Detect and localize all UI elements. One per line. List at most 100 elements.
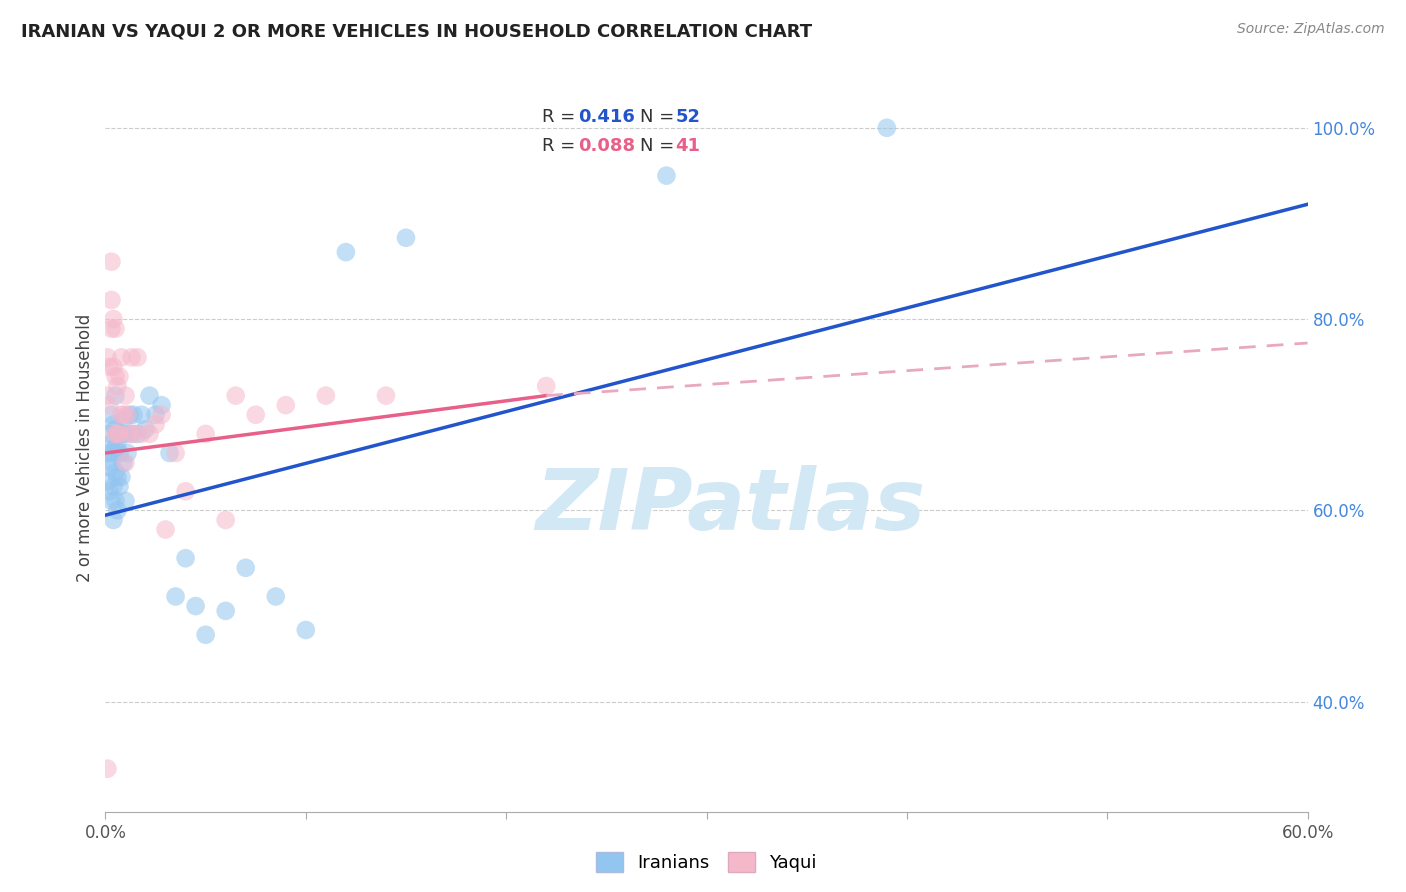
Point	[107, 503, 129, 517]
Point	[245, 408, 267, 422]
Point	[118, 426, 141, 441]
Point	[96, 475, 118, 489]
Point	[214, 513, 236, 527]
Point	[122, 408, 145, 422]
Point	[165, 446, 187, 460]
Point	[155, 523, 177, 537]
Point	[103, 479, 125, 493]
Point	[107, 436, 129, 450]
Point	[114, 389, 136, 403]
Point	[98, 398, 121, 412]
Point	[395, 231, 418, 245]
Point	[127, 351, 149, 365]
Text: ZIPatlas: ZIPatlas	[536, 465, 925, 548]
Point	[100, 293, 122, 307]
Point	[104, 426, 127, 441]
Point	[114, 426, 136, 441]
Point	[174, 484, 197, 499]
Point	[104, 321, 127, 335]
Point	[138, 389, 160, 403]
Point	[225, 389, 247, 403]
Point	[103, 513, 125, 527]
Point	[110, 470, 132, 484]
Text: 41: 41	[675, 136, 700, 155]
Point	[174, 551, 197, 566]
Legend: Iranians, Yaqui: Iranians, Yaqui	[589, 845, 824, 879]
Point	[96, 351, 118, 365]
Point	[104, 422, 127, 436]
Text: 0.416: 0.416	[578, 108, 634, 126]
Point	[98, 484, 121, 499]
Point	[655, 169, 678, 183]
Point	[131, 408, 153, 422]
Point	[110, 408, 132, 422]
Point	[295, 623, 318, 637]
Point	[112, 408, 135, 422]
Point	[194, 426, 217, 441]
Point	[108, 446, 131, 460]
Point	[117, 446, 139, 460]
Point	[121, 351, 143, 365]
Point	[98, 460, 121, 475]
Text: R =: R =	[541, 108, 581, 126]
Point	[145, 417, 167, 432]
Point	[98, 359, 121, 374]
Text: IRANIAN VS YAQUI 2 OR MORE VEHICLES IN HOUSEHOLD CORRELATION CHART: IRANIAN VS YAQUI 2 OR MORE VEHICLES IN H…	[21, 22, 813, 40]
Point	[100, 408, 122, 422]
Text: N =: N =	[640, 108, 681, 126]
Text: 0.088: 0.088	[578, 136, 636, 155]
Point	[110, 426, 132, 441]
Point	[107, 470, 129, 484]
Point	[131, 426, 153, 441]
Point	[108, 426, 131, 441]
Point	[165, 590, 187, 604]
Point	[235, 561, 257, 575]
Point	[274, 398, 297, 412]
Point	[108, 369, 131, 384]
Text: 52: 52	[675, 108, 700, 126]
Point	[100, 456, 122, 470]
Point	[114, 456, 136, 470]
Point	[100, 254, 122, 268]
Y-axis label: 2 or more Vehicles in Household: 2 or more Vehicles in Household	[76, 314, 94, 582]
Point	[104, 493, 127, 508]
Point	[107, 379, 129, 393]
Point	[96, 389, 118, 403]
Point	[117, 408, 139, 422]
Point	[114, 493, 136, 508]
Point	[534, 379, 557, 393]
Point	[104, 389, 127, 403]
Text: R =: R =	[541, 136, 581, 155]
Point	[264, 590, 287, 604]
Point	[103, 359, 125, 374]
Point	[96, 446, 118, 460]
Point	[876, 120, 898, 135]
Point	[194, 628, 217, 642]
Point	[127, 426, 149, 441]
Point	[138, 426, 160, 441]
Text: Source: ZipAtlas.com: Source: ZipAtlas.com	[1237, 22, 1385, 37]
Point	[104, 465, 127, 479]
Text: N =: N =	[640, 136, 681, 155]
Point	[214, 604, 236, 618]
Point	[122, 426, 145, 441]
Point	[112, 456, 135, 470]
Point	[112, 412, 135, 426]
Point	[100, 436, 122, 450]
Point	[103, 312, 125, 326]
Point	[100, 321, 122, 335]
Point	[374, 389, 398, 403]
Point	[100, 493, 122, 508]
Point	[150, 408, 173, 422]
Point	[159, 446, 181, 460]
Point	[104, 442, 127, 455]
Point	[107, 426, 129, 441]
Point	[118, 408, 141, 422]
Point	[184, 599, 207, 613]
Point	[98, 426, 121, 441]
Point	[121, 426, 143, 441]
Point	[103, 446, 125, 460]
Point	[135, 422, 157, 436]
Point	[96, 762, 118, 776]
Point	[108, 479, 131, 493]
